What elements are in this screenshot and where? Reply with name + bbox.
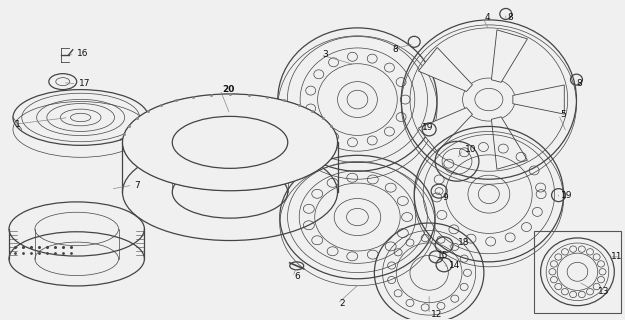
- Text: 14: 14: [449, 261, 461, 270]
- Text: 15: 15: [437, 251, 449, 260]
- Text: 13: 13: [598, 287, 610, 296]
- Polygon shape: [418, 108, 472, 152]
- Bar: [534, 231, 621, 313]
- Text: 8: 8: [576, 79, 582, 88]
- Ellipse shape: [122, 94, 338, 191]
- Text: 17: 17: [79, 79, 90, 88]
- Text: 3: 3: [322, 50, 328, 59]
- Polygon shape: [418, 47, 472, 92]
- Text: 2: 2: [339, 299, 345, 308]
- Text: 4: 4: [485, 13, 491, 22]
- Text: 8: 8: [392, 45, 398, 54]
- Ellipse shape: [173, 116, 288, 168]
- Text: 20: 20: [222, 85, 234, 94]
- Text: 6: 6: [295, 272, 301, 281]
- Text: 12: 12: [431, 310, 442, 319]
- Polygon shape: [513, 85, 564, 114]
- Text: 19: 19: [422, 123, 434, 132]
- Text: 1: 1: [15, 120, 21, 129]
- Text: 7: 7: [134, 181, 140, 190]
- Text: 10: 10: [465, 145, 476, 154]
- Text: 11: 11: [611, 252, 623, 261]
- Text: 9: 9: [442, 193, 448, 202]
- Text: 16: 16: [77, 49, 88, 58]
- Text: 5: 5: [561, 110, 566, 119]
- Text: 18: 18: [458, 238, 469, 247]
- Polygon shape: [491, 117, 528, 169]
- Text: 8: 8: [508, 13, 514, 22]
- Text: 19: 19: [561, 191, 572, 200]
- Polygon shape: [491, 30, 528, 82]
